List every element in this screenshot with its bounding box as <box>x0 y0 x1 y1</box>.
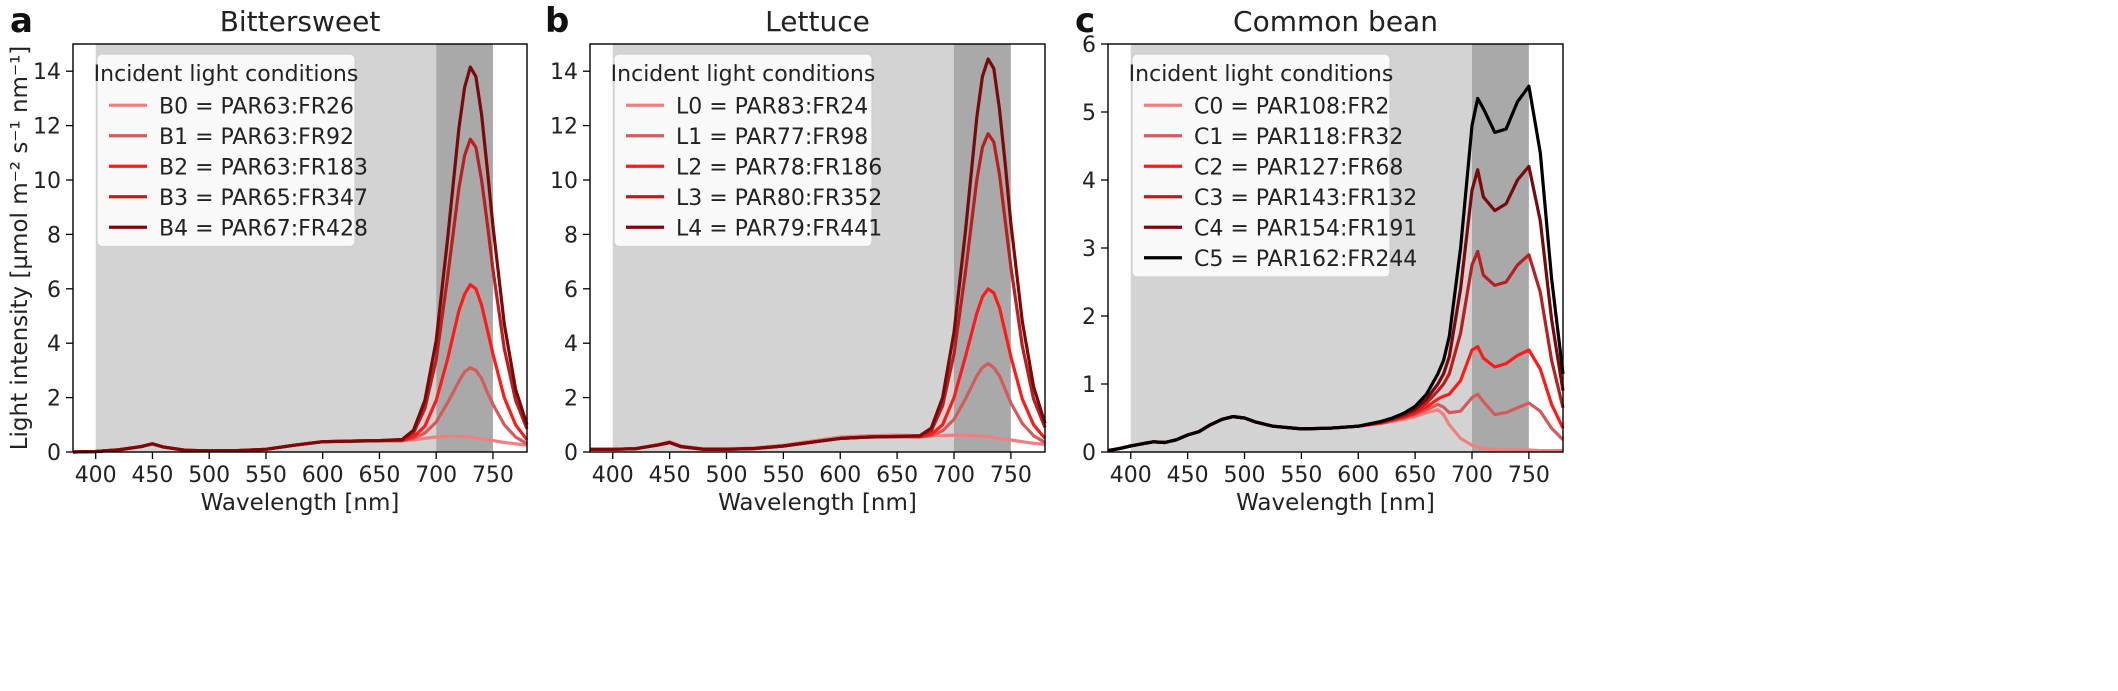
series-line-b4 <box>72 65 529 454</box>
legend-entry-c3: C3 = PAR143:FR132 <box>1194 186 1417 211</box>
legend: Incident light conditions B0 = PAR63:FR26… <box>94 53 368 248</box>
plot-frame <box>589 43 1046 453</box>
legend-box <box>96 53 356 248</box>
x-tick-label: 700 <box>415 463 457 488</box>
legend: Incident light conditions C0 = PAR108:FR2… <box>1129 53 1417 278</box>
y-tick-label: 8 <box>47 223 61 248</box>
x-tick-label: 750 <box>472 463 514 488</box>
y-tick-label: 6 <box>1082 33 1096 58</box>
x-tick-label: 550 <box>245 463 287 488</box>
y-tick-label: 4 <box>564 332 578 357</box>
y-tick-label: 0 <box>564 441 578 466</box>
legend-entry-l4: L4 = PAR79:FR441 <box>676 216 882 241</box>
legend-entry-b1: B1 = PAR63:FR92 <box>159 125 354 150</box>
x-tick-label: 600 <box>302 463 344 488</box>
y-tick-label: 3 <box>1082 237 1096 262</box>
panel-letter: c <box>1075 1 1095 41</box>
x-tick-label: 700 <box>1451 463 1493 488</box>
legend-entry-b2: B2 = PAR63:FR183 <box>159 155 368 180</box>
x-tick-label: 500 <box>1224 463 1266 488</box>
y-tick-label: 6 <box>47 278 61 303</box>
x-tick-label: 700 <box>933 463 975 488</box>
legend-entry-b3: B3 = PAR65:FR347 <box>159 186 368 211</box>
x-tick-label: 400 <box>75 463 117 488</box>
x-axis-label: Wavelength [nm] <box>1236 490 1435 516</box>
x-tick-label: 400 <box>592 463 634 488</box>
panel-lettuce: 400 450 500 550 600 650 700 750 0 2 4 6 8 10 12 14 Wavel… <box>545 1 1047 516</box>
legend-title: Incident light conditions <box>1129 62 1394 87</box>
y-tick-label: 12 <box>33 115 61 140</box>
plot-frame <box>72 43 528 453</box>
panel-title: Bittersweet <box>220 5 381 38</box>
legend-entry-c2: C2 = PAR127:FR68 <box>1194 155 1403 180</box>
panel-letter: a <box>10 1 33 41</box>
x-tick-label: 650 <box>1394 463 1436 488</box>
x-axis-label: Wavelength [nm] <box>201 490 400 516</box>
y-tick-label: 14 <box>33 60 61 85</box>
legend-entry-l2: L2 = PAR78:FR186 <box>676 155 882 180</box>
panel-bittersweet: 400 450 500 550 600 650 700 750 0 2 4 6 8 10 12 14 Wavel… <box>10 1 529 516</box>
y-tick-label: 10 <box>550 169 578 194</box>
x-tick-label: 600 <box>819 463 861 488</box>
x-axis-label: Wavelength [nm] <box>718 490 917 516</box>
series-line-l4 <box>590 57 1047 451</box>
y-tick-label: 14 <box>550 60 578 85</box>
x-tick-label: 750 <box>990 463 1032 488</box>
legend-title: Incident light conditions <box>611 62 876 87</box>
legend-entry-l1: L1 = PAR77:FR98 <box>676 125 868 150</box>
legend-entry-c5: C5 = PAR162:FR244 <box>1194 247 1417 272</box>
x-tick-label: 450 <box>131 463 173 488</box>
y-tick-label: 10 <box>33 169 61 194</box>
y-tick-label: 5 <box>1082 101 1096 126</box>
x-tick-label: 750 <box>1508 463 1550 488</box>
y-tick-label: 2 <box>47 387 61 412</box>
panel-letter: b <box>545 1 569 41</box>
legend-entry-l0: L0 = PAR83:FR24 <box>676 94 868 119</box>
shaded-region-700-750 <box>1472 44 1529 452</box>
y-tick-label: 1 <box>1082 373 1096 398</box>
legend-entry-b0: B0 = PAR63:FR26 <box>159 94 354 119</box>
legend-entry-b4: B4 = PAR67:FR428 <box>159 216 368 241</box>
y-tick-label: 12 <box>550 115 578 140</box>
legend: Incident light conditions L0 = PAR83:FR24… <box>611 53 882 248</box>
x-tick-label: 450 <box>649 463 691 488</box>
x-tick-label: 500 <box>706 463 748 488</box>
x-tick-label: 550 <box>1280 463 1322 488</box>
x-tick-label: 600 <box>1337 463 1379 488</box>
panel-title: Common bean <box>1233 5 1438 38</box>
x-tick-label: 400 <box>1110 463 1152 488</box>
y-tick-label: 8 <box>564 223 578 248</box>
legend-entry-c1: C1 = PAR118:FR32 <box>1194 125 1403 150</box>
legend-box <box>613 53 873 248</box>
legend-entry-c4: C4 = PAR154:FR191 <box>1194 216 1417 241</box>
x-tick-label: 450 <box>1167 463 1209 488</box>
x-tick-label: 500 <box>188 463 230 488</box>
y-tick-label: 2 <box>564 387 578 412</box>
panel-common-bean: 400 450 500 550 600 650 700 750 0 1 2 3 4 5 6 Wavelengt… <box>1075 1 1565 516</box>
legend-entry-c0: C0 = PAR108:FR2 <box>1194 94 1389 119</box>
y-tick-label: 2 <box>1082 305 1096 330</box>
x-tick-label: 550 <box>762 463 804 488</box>
y-axis-label: Light intensity [µmol m⁻² s⁻¹ nm⁻¹] <box>7 46 33 451</box>
legend-entry-l3: L3 = PAR80:FR352 <box>676 186 882 211</box>
y-tick-label: 6 <box>564 278 578 303</box>
y-tick-label: 4 <box>47 332 61 357</box>
legend-title: Incident light conditions <box>94 62 359 87</box>
x-tick-label: 650 <box>876 463 918 488</box>
legend-box <box>1131 53 1391 278</box>
panel-title: Lettuce <box>765 5 870 38</box>
shaded-region-700-750 <box>436 44 493 452</box>
y-tick-label: 4 <box>1082 169 1096 194</box>
y-tick-label: 0 <box>47 441 61 466</box>
series-line-c5 <box>1107 84 1565 453</box>
x-tick-label: 650 <box>358 463 400 488</box>
y-tick-label: 0 <box>1082 441 1096 466</box>
